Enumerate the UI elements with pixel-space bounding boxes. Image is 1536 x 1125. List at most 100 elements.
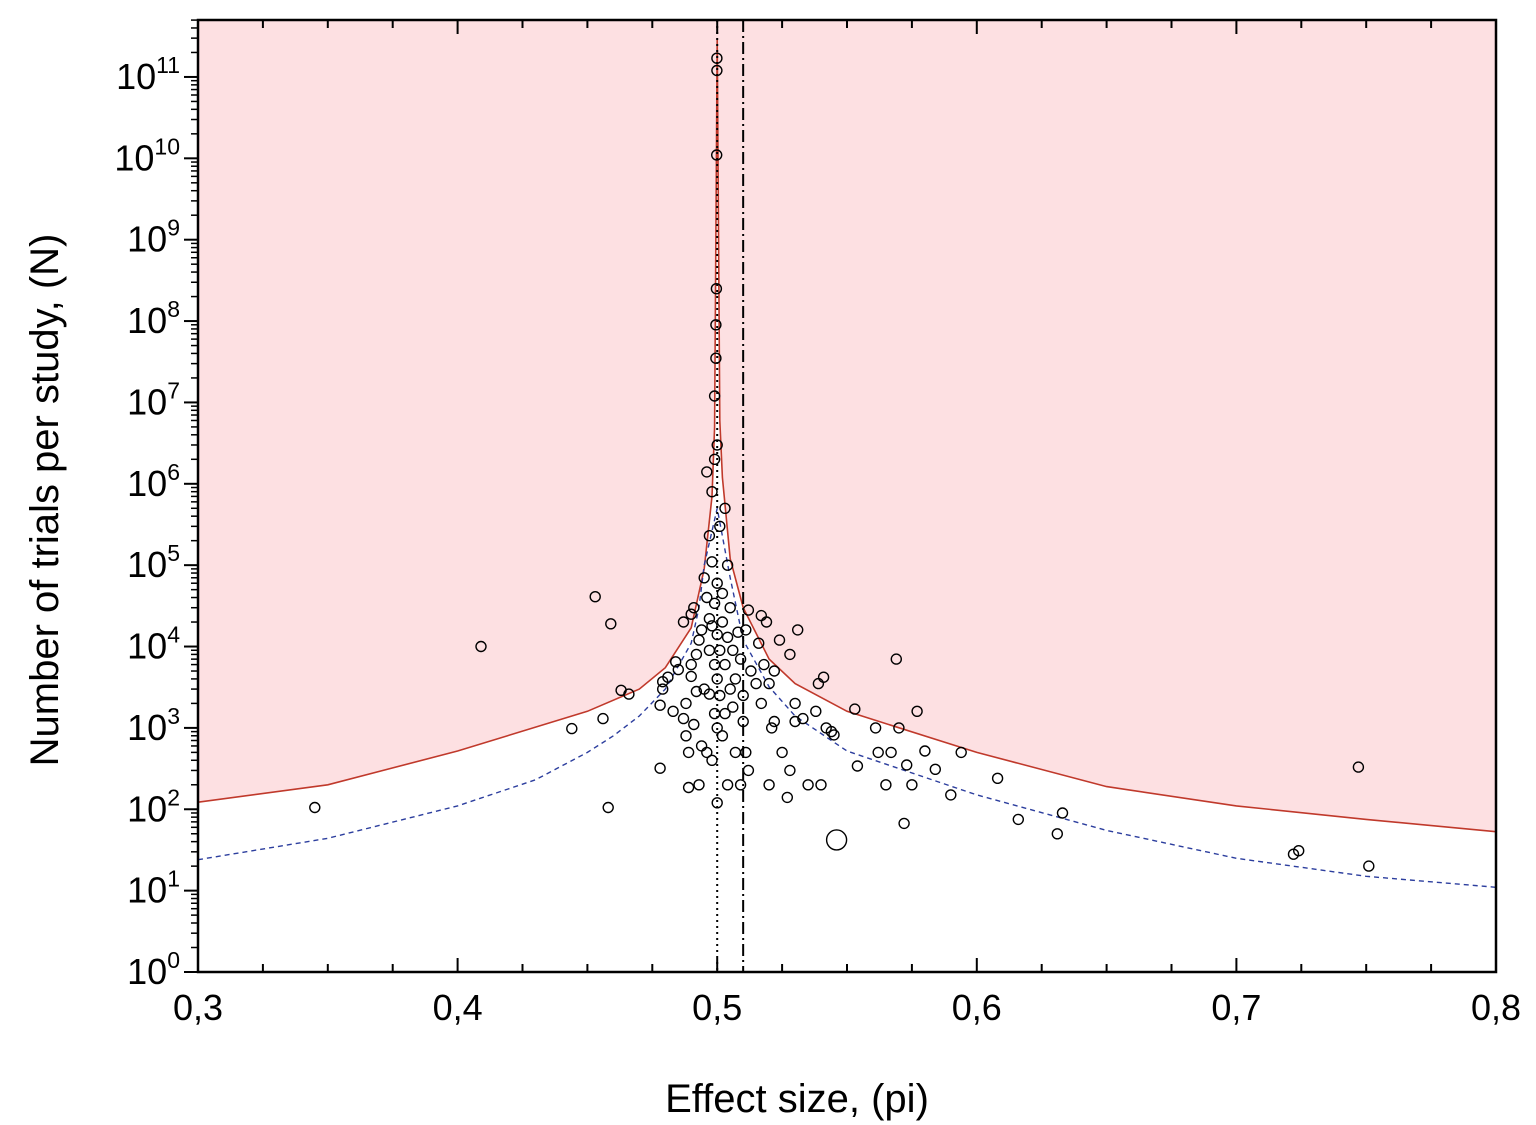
data-point (623, 688, 635, 700)
data-point (773, 634, 786, 646)
data-point (716, 730, 729, 742)
data-point (701, 466, 713, 478)
data-point (768, 665, 780, 677)
data-point (1051, 828, 1064, 840)
significance-curve (198, 38, 1496, 833)
data-point (688, 602, 700, 614)
x-tick-label: 0,7 (1211, 987, 1261, 1028)
data-point (727, 701, 739, 713)
data-point (711, 577, 723, 589)
data-point (703, 644, 716, 656)
y-tick-label: 104 (127, 622, 180, 667)
x-tick-label: 0,6 (952, 987, 1002, 1028)
y-axis: 100 101 102 103 104 105 106 107 108 109 1010 1011 (114, 19, 198, 992)
data-point (729, 746, 742, 759)
data-point (657, 683, 669, 695)
x-tick-label: 0,8 (1471, 987, 1521, 1028)
data-point (714, 520, 726, 532)
data-point (906, 779, 918, 791)
data-point (693, 779, 705, 791)
data-point (872, 746, 884, 759)
data-point (682, 746, 695, 759)
data-point (716, 616, 729, 628)
data-point (729, 673, 742, 685)
data-point (901, 759, 913, 771)
data-point (742, 604, 755, 616)
data-point (898, 817, 910, 830)
data-point (825, 725, 838, 738)
data-point (680, 697, 692, 710)
data-point (760, 616, 773, 628)
data-point (721, 779, 734, 791)
data-point (677, 616, 690, 628)
data-point (721, 631, 734, 643)
data-point (945, 789, 957, 801)
data-point (991, 772, 1004, 784)
data-point (677, 712, 690, 725)
data-point (690, 685, 703, 698)
data-point (710, 283, 723, 295)
data-point (737, 689, 749, 702)
data-point (802, 779, 814, 791)
data-point (880, 779, 892, 791)
data-point (714, 644, 726, 656)
data-point (727, 644, 739, 656)
y-tick-label: 103 (127, 703, 180, 748)
data-point (719, 502, 731, 514)
data-point (1363, 860, 1375, 872)
data-point (758, 658, 770, 671)
data-point (711, 439, 723, 451)
data-point (711, 52, 723, 64)
data-point (742, 764, 755, 777)
data-point (919, 745, 931, 757)
data-point (589, 591, 601, 603)
data-point (797, 712, 809, 725)
data-point (789, 715, 801, 728)
data-point (750, 677, 762, 690)
significance-region (198, 20, 1496, 832)
data-point (566, 722, 578, 735)
data-point (740, 624, 752, 636)
data-point (724, 683, 736, 695)
data-point (701, 746, 713, 759)
data-point (810, 705, 822, 717)
data-point (695, 624, 708, 636)
data-point (475, 640, 487, 653)
data-point (890, 653, 902, 665)
data-point (602, 801, 614, 814)
data-point (703, 613, 716, 625)
data-point (789, 697, 801, 710)
data-point (690, 648, 703, 661)
data-point (710, 319, 722, 331)
data-point (929, 763, 941, 775)
y-tick-label: 1010 (114, 133, 180, 178)
x-tick-label: 0,3 (173, 987, 223, 1028)
data-point (755, 697, 767, 710)
data-point (781, 791, 793, 804)
data-point (817, 671, 830, 683)
data-point (719, 658, 731, 671)
data-point (605, 618, 617, 630)
data-point (711, 722, 723, 734)
y-tick-label: 100 (127, 947, 180, 992)
data-point (828, 729, 840, 741)
data-point (701, 591, 713, 604)
data-point (708, 707, 721, 720)
x-tick-label: 0,5 (692, 987, 742, 1028)
data-point (740, 746, 752, 759)
data-point (680, 730, 692, 742)
data-point (776, 746, 788, 759)
data-point (654, 699, 666, 711)
y-tick-label: 109 (127, 215, 180, 260)
data-point (662, 671, 674, 683)
data-point (763, 779, 775, 791)
x-tick-label: 0,4 (433, 987, 483, 1028)
data-point (706, 556, 718, 568)
funnel-curve (198, 508, 1496, 888)
data-point (766, 722, 778, 734)
data-point (1056, 807, 1069, 819)
data-point (654, 762, 666, 774)
data-point (719, 707, 731, 720)
plot-area (198, 20, 1496, 972)
